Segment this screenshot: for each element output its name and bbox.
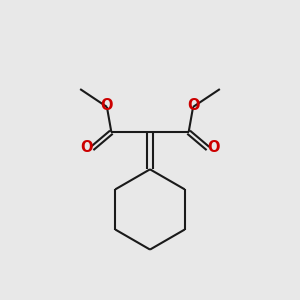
Text: O: O (187, 98, 199, 113)
Text: O: O (80, 140, 93, 154)
Text: O: O (101, 98, 113, 113)
Text: O: O (207, 140, 220, 154)
